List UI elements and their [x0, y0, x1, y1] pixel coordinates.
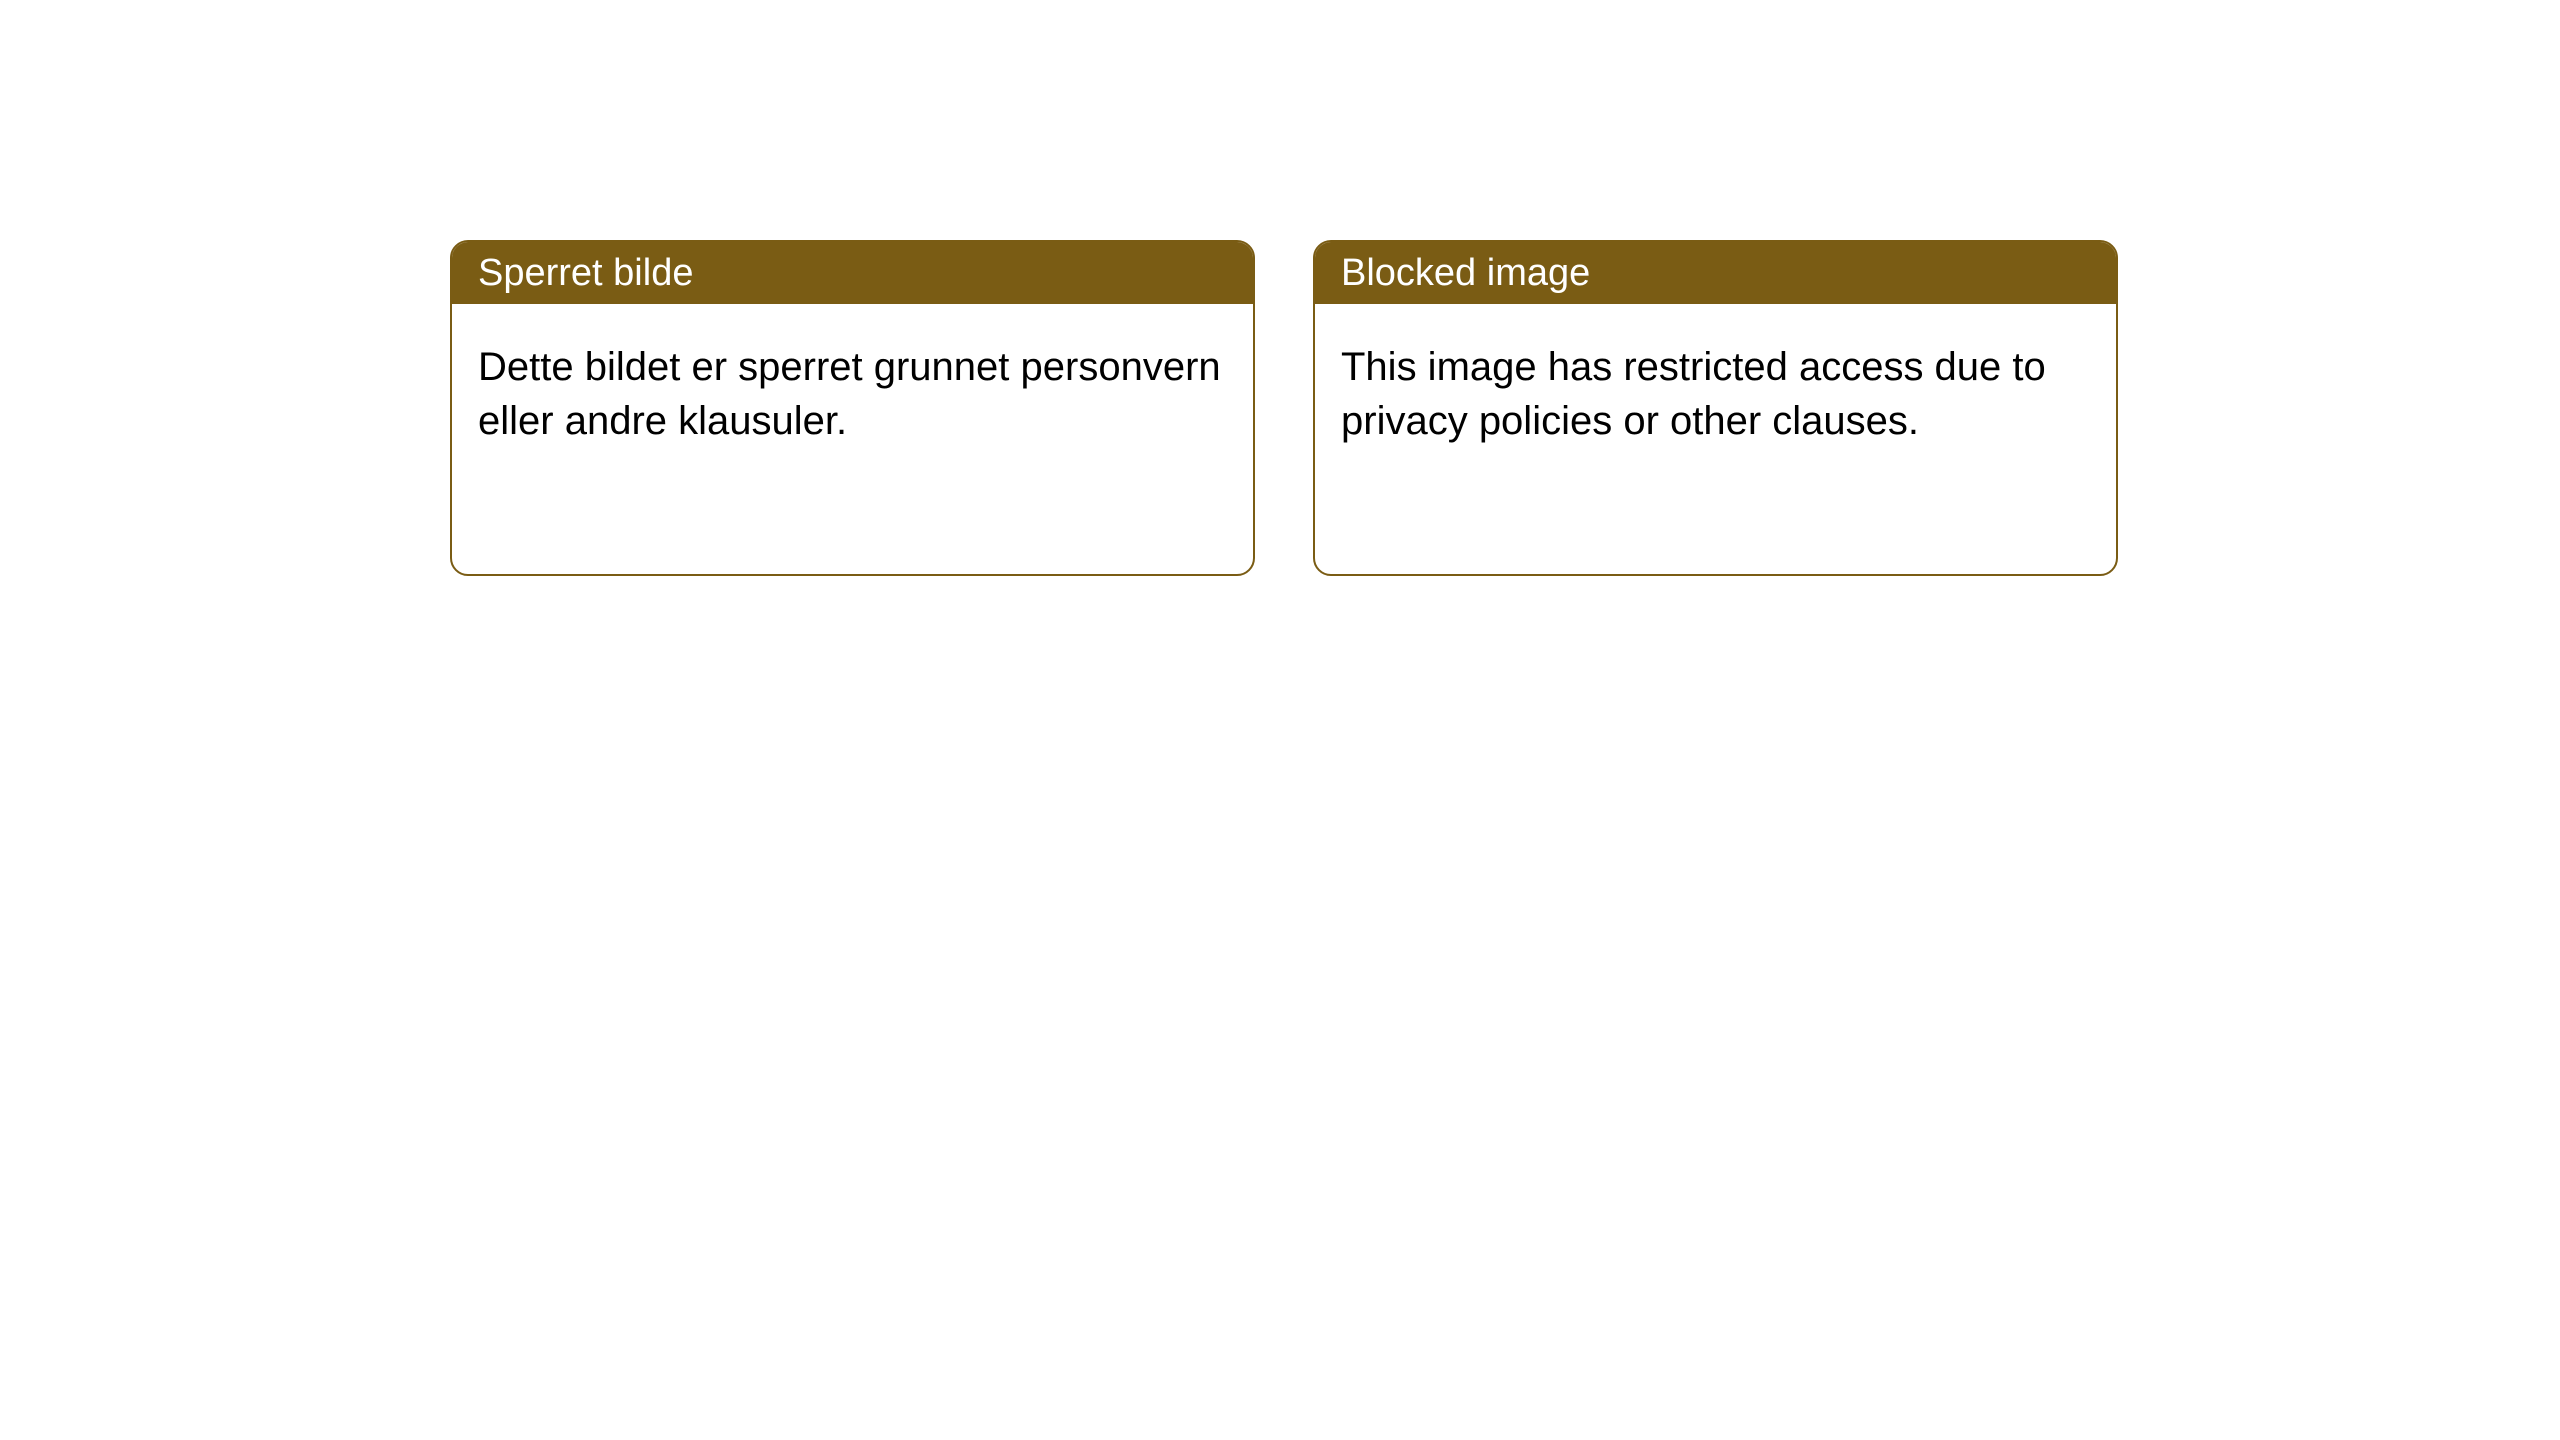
notice-title: Blocked image	[1341, 252, 1590, 295]
notice-header: Blocked image	[1315, 242, 2116, 304]
notice-body: Dette bildet er sperret grunnet personve…	[452, 304, 1253, 484]
notice-header: Sperret bilde	[452, 242, 1253, 304]
notice-body-text: Dette bildet er sperret grunnet personve…	[478, 345, 1221, 443]
notice-container: Sperret bilde Dette bildet er sperret gr…	[0, 0, 2560, 576]
notice-title: Sperret bilde	[478, 252, 693, 295]
notice-card-english: Blocked image This image has restricted …	[1313, 240, 2118, 576]
notice-body: This image has restricted access due to …	[1315, 304, 2116, 484]
notice-body-text: This image has restricted access due to …	[1341, 345, 2046, 443]
notice-card-norwegian: Sperret bilde Dette bildet er sperret gr…	[450, 240, 1255, 576]
